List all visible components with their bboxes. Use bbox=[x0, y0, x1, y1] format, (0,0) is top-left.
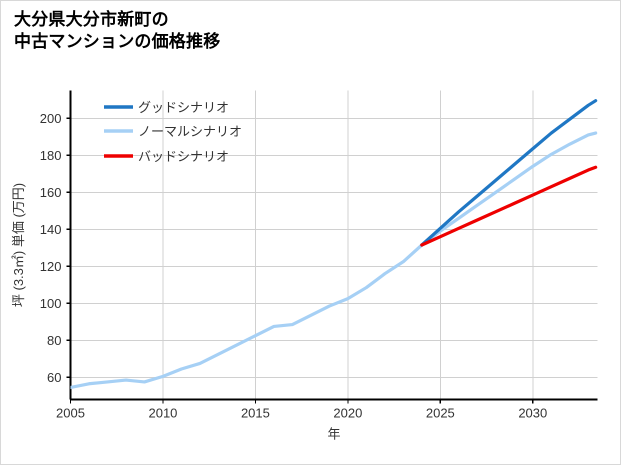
data-series bbox=[70, 99, 598, 390]
x-axis-title: 年 bbox=[327, 427, 340, 442]
y-tick-label: 180 bbox=[40, 148, 62, 163]
chart-title: 大分県大分市新町の 中古マンションの価格推移 bbox=[14, 10, 221, 51]
x-tick-label: 2005 bbox=[56, 406, 85, 421]
y-axis-title: 坪 (3.3㎡) 単価 (万円) bbox=[11, 183, 26, 307]
y-tick-labels: 60 80 100 120 140 160 180 200 bbox=[40, 111, 62, 385]
x-tick-label: 2010 bbox=[148, 406, 177, 421]
y-tick-label: 80 bbox=[47, 333, 61, 348]
legend-item-good-label: グッドシナリオ bbox=[138, 100, 229, 115]
series-line-normal bbox=[70, 131, 598, 390]
gridlines bbox=[70, 90, 598, 400]
legend-item-bad-label: バッドシナリオ bbox=[138, 149, 229, 164]
axis-titles: 年 坪 (3.3㎡) 単価 (万円) bbox=[11, 183, 341, 442]
y-tick-label: 120 bbox=[40, 259, 62, 274]
x-tick-label: 2030 bbox=[518, 406, 547, 421]
series-line-good bbox=[420, 99, 598, 247]
x-tick-label: 2020 bbox=[333, 406, 362, 421]
y-tick-label: 200 bbox=[40, 111, 62, 126]
y-tick-label: 100 bbox=[40, 296, 62, 311]
tick-marks bbox=[66, 117, 534, 404]
y-tick-label: 140 bbox=[40, 222, 62, 237]
axis-lines bbox=[69, 90, 598, 401]
x-tick-labels: 2005 2010 2015 2020 2025 2030 bbox=[56, 406, 547, 421]
x-tick-label: 2015 bbox=[241, 406, 270, 421]
y-tick-label: 60 bbox=[47, 370, 61, 385]
legend-item-normal-label: ノーマルシナリオ bbox=[138, 124, 242, 139]
series-line-bad bbox=[420, 165, 598, 247]
x-tick-label: 2025 bbox=[426, 406, 455, 421]
y-tick-label: 160 bbox=[40, 185, 62, 200]
